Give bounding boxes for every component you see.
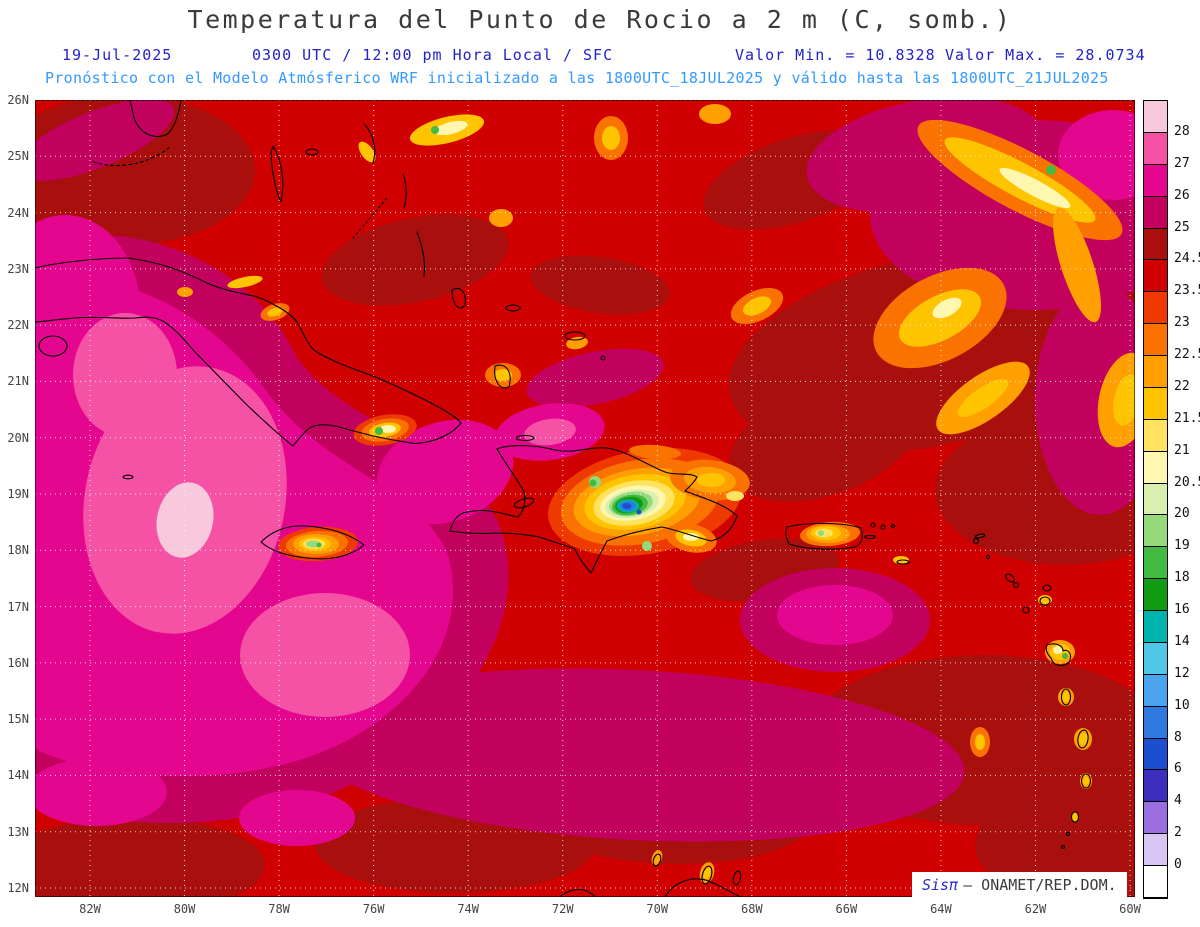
coastlines bbox=[35, 100, 1092, 897]
colorbar-cell bbox=[1144, 387, 1167, 420]
colorbar-cell bbox=[1144, 483, 1167, 516]
lon-tick-label: 70W bbox=[646, 902, 669, 916]
lon-tick-label: 60W bbox=[1119, 902, 1141, 916]
lat-tick-label: 21N bbox=[7, 374, 29, 389]
lat-tick-label: 20N bbox=[7, 430, 29, 445]
lat-tick-label: 12N bbox=[7, 880, 29, 895]
lon-tick-label: 68W bbox=[740, 902, 763, 916]
colorbar-tick-label: 18 bbox=[1174, 570, 1190, 586]
colorbar-cell bbox=[1144, 132, 1167, 165]
forecast-date-label: 19-Jul-2025 bbox=[62, 46, 173, 64]
colorbar-cell bbox=[1144, 706, 1167, 739]
colorbar-tick-label: 24.5 bbox=[1174, 251, 1200, 267]
colorbar-cell bbox=[1144, 292, 1167, 325]
watermark-text: – ONAMET/REP.DOM. bbox=[963, 875, 1117, 894]
lat-tick-label: 14N bbox=[7, 768, 29, 783]
model-info-line: Pronóstico con el Modelo Atmósferico WRF… bbox=[45, 69, 1109, 87]
colorbar-tick-label: 12 bbox=[1174, 665, 1190, 681]
colorbar-tick-label: 20.5 bbox=[1174, 474, 1200, 490]
colorbar-tick-label: 23 bbox=[1174, 315, 1190, 331]
lon-tick-label: 62W bbox=[1024, 902, 1047, 916]
colorbar-cell bbox=[1144, 738, 1167, 771]
colorbar-cell bbox=[1144, 356, 1167, 388]
map-frame bbox=[35, 100, 1135, 897]
value-min-label: Valor Min. = 10.8328 bbox=[735, 46, 936, 64]
colorbar-cell bbox=[1144, 515, 1167, 548]
colorbar-cell bbox=[1144, 164, 1167, 197]
colorbar-labels: 2827262524.523.52322.52221.52120.5201918… bbox=[1174, 100, 1200, 899]
colorbar bbox=[1143, 100, 1168, 899]
lon-tick-label: 72W bbox=[551, 902, 574, 916]
lon-tick-label: 66W bbox=[835, 902, 858, 916]
colorbar-cell bbox=[1144, 834, 1167, 867]
forecast-time-label: 0300 UTC / 12:00 pm Hora Local / SFC bbox=[252, 46, 614, 64]
colorbar-cell bbox=[1144, 260, 1167, 293]
colorbar-cell bbox=[1144, 324, 1167, 357]
colorbar-cell bbox=[1144, 674, 1167, 707]
lat-tick-label: 13N bbox=[7, 824, 29, 839]
lat-tick-label: 18N bbox=[7, 543, 29, 558]
colorbar-tick-label: 6 bbox=[1174, 761, 1182, 777]
lat-tick-label: 15N bbox=[7, 712, 29, 727]
colorbar-cell bbox=[1144, 451, 1167, 484]
colorbar-cell bbox=[1144, 547, 1167, 580]
colorbar-cell bbox=[1144, 228, 1167, 261]
lat-tick-label: 23N bbox=[7, 261, 29, 276]
lon-tick-label: 78W bbox=[268, 902, 290, 916]
lat-tick-label: 17N bbox=[7, 599, 29, 614]
colorbar-tick-label: 23.5 bbox=[1174, 283, 1200, 299]
colorbar-tick-label: 28 bbox=[1174, 123, 1190, 139]
lat-tick-label: 24N bbox=[7, 205, 29, 220]
longitude-axis: 82W 80W 78W 76W 74W 72W 70W 68W 66W 64W 62W 60W bbox=[35, 902, 1141, 922]
colorbar-cell bbox=[1144, 611, 1167, 643]
colorbar-cell bbox=[1144, 770, 1167, 803]
colorbar-cell bbox=[1144, 419, 1167, 452]
map-svg bbox=[35, 100, 1135, 897]
colorbar-tick-label: 14 bbox=[1174, 633, 1190, 649]
colorbar-cell bbox=[1144, 802, 1167, 835]
colorbar-tick-label: 26 bbox=[1174, 187, 1190, 203]
colorbar-tick-label: 8 bbox=[1174, 729, 1182, 745]
page-title: Temperatura del Punto de Rocio a 2 m (C,… bbox=[187, 5, 1013, 34]
lon-tick-label: 82W bbox=[79, 902, 101, 916]
value-max-label: Valor Max. = 28.0734 bbox=[945, 46, 1146, 64]
lat-tick-label: 19N bbox=[7, 486, 29, 501]
colorbar-tick-label: 20 bbox=[1174, 506, 1190, 522]
lon-tick-label: 74W bbox=[457, 902, 480, 916]
latitude-axis: 26N 25N 24N 23N 22N 21N 20N 19N 18N 17N 16N 15N 14N 1… bbox=[0, 93, 32, 897]
map-canvas bbox=[35, 100, 1135, 897]
dewpoint-field bbox=[35, 100, 1135, 897]
colorbar-tick-label: 16 bbox=[1174, 602, 1190, 618]
colorbar-tick-label: 4 bbox=[1174, 793, 1182, 809]
colorbar-tick-label: 19 bbox=[1174, 538, 1190, 554]
colorbar-cell bbox=[1144, 196, 1167, 229]
colorbar-tick-label: 22.5 bbox=[1174, 347, 1200, 363]
colorbar-tick-label: 22 bbox=[1174, 378, 1190, 394]
lon-tick-label: 64W bbox=[930, 902, 952, 916]
lat-tick-label: 16N bbox=[7, 655, 29, 670]
colorbar-tick-label: 21 bbox=[1174, 442, 1190, 458]
lon-tick-label: 80W bbox=[173, 902, 196, 916]
colorbar-cell bbox=[1144, 642, 1167, 675]
colorbar-tick-label: 0 bbox=[1174, 857, 1182, 873]
lat-tick-label: 22N bbox=[7, 318, 29, 333]
colorbar-tick-label: 21.5 bbox=[1174, 410, 1200, 426]
lat-tick-label: 25N bbox=[7, 149, 29, 164]
colorbar-cell bbox=[1144, 866, 1167, 898]
colorbar-tick-label: 27 bbox=[1174, 155, 1190, 171]
watermark: Sisπ – ONAMET/REP.DOM. bbox=[912, 872, 1127, 897]
colorbar-tick-label: 25 bbox=[1174, 219, 1190, 235]
lon-tick-label: 76W bbox=[362, 902, 385, 916]
lat-tick-label: 26N bbox=[7, 93, 29, 107]
colorbar-tick-label: 10 bbox=[1174, 697, 1190, 713]
watermark-brand: Sisπ bbox=[922, 875, 959, 894]
colorbar-tick-label: 2 bbox=[1174, 825, 1182, 841]
colorbar-cell bbox=[1144, 579, 1167, 612]
colorbar-cell bbox=[1144, 101, 1167, 133]
grid-lines bbox=[35, 100, 1135, 897]
